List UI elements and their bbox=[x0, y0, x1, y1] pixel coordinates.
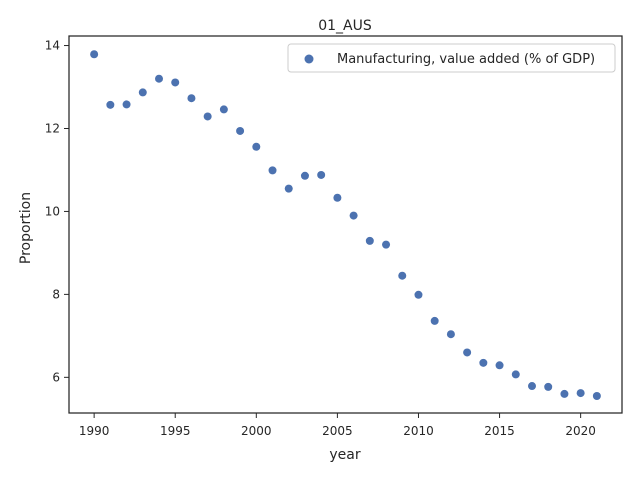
x-tick-label: 2020 bbox=[565, 424, 596, 438]
y-tick-label: 10 bbox=[45, 204, 60, 218]
axis-ticks: 1990 1995 2000 2005 2010 2015 2020 6 8 10 12 14 bbox=[45, 39, 596, 438]
chart-title: 01_AUS bbox=[318, 18, 372, 34]
x-tick-label: 2005 bbox=[322, 424, 353, 438]
data-point bbox=[560, 389, 569, 398]
x-tick-label: 2015 bbox=[484, 424, 515, 438]
data-point bbox=[463, 348, 472, 357]
data-point bbox=[333, 193, 342, 202]
data-point bbox=[592, 391, 601, 400]
data-point bbox=[398, 271, 407, 280]
data-point bbox=[576, 389, 585, 398]
data-points bbox=[90, 50, 601, 400]
data-point bbox=[430, 316, 439, 325]
plot-frame bbox=[68, 35, 623, 414]
y-tick-label: 6 bbox=[52, 370, 60, 384]
legend-box bbox=[287, 43, 616, 73]
y-axis-label: Proportion bbox=[18, 192, 34, 264]
data-point bbox=[414, 290, 423, 299]
data-point bbox=[495, 361, 504, 370]
legend: Manufacturing, value added (% of GDP) bbox=[287, 43, 616, 73]
data-point bbox=[527, 382, 536, 391]
x-axis-label: year bbox=[329, 447, 360, 463]
y-tick-label: 8 bbox=[52, 287, 60, 301]
data-point bbox=[511, 370, 520, 379]
data-point bbox=[187, 94, 196, 103]
data-point bbox=[479, 358, 488, 367]
data-point bbox=[138, 88, 147, 97]
data-point bbox=[171, 78, 180, 87]
data-point bbox=[268, 166, 277, 175]
data-point bbox=[122, 100, 131, 109]
data-point bbox=[90, 50, 99, 59]
x-tick-label: 1995 bbox=[160, 424, 191, 438]
data-point bbox=[252, 142, 261, 151]
y-tick-label: 12 bbox=[45, 121, 60, 135]
data-point bbox=[317, 170, 326, 179]
data-point bbox=[365, 236, 374, 245]
data-point bbox=[236, 126, 245, 135]
data-point bbox=[544, 382, 553, 391]
legend-marker bbox=[304, 54, 314, 64]
data-point bbox=[106, 100, 115, 109]
data-point bbox=[300, 171, 309, 180]
legend-label: Manufacturing, value added (% of GDP) bbox=[337, 52, 595, 67]
data-point bbox=[155, 74, 164, 83]
y-tick-label: 14 bbox=[45, 39, 60, 53]
x-tick-label: 1990 bbox=[79, 424, 110, 438]
x-tick-label: 2010 bbox=[403, 424, 434, 438]
data-point bbox=[219, 105, 228, 114]
data-point bbox=[446, 330, 455, 339]
data-point bbox=[203, 112, 212, 121]
data-point bbox=[284, 184, 293, 193]
data-point bbox=[382, 240, 391, 249]
data-point bbox=[349, 211, 358, 220]
x-tick-label: 2000 bbox=[241, 424, 272, 438]
